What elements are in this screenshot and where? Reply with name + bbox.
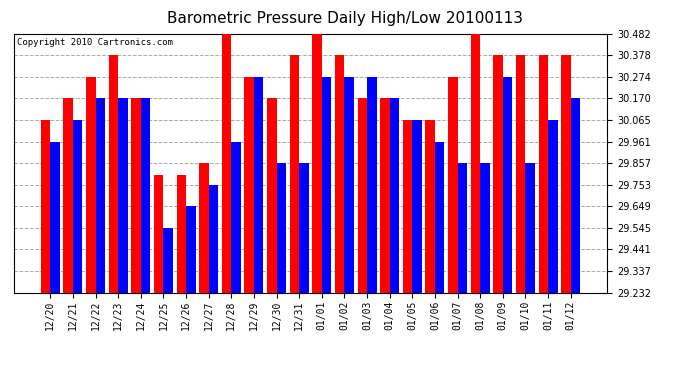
Bar [95, 98, 105, 292]
Bar [154, 175, 164, 292]
Bar [177, 175, 186, 292]
Bar [516, 55, 526, 292]
Bar [548, 120, 558, 292]
Bar [63, 98, 73, 292]
Bar [254, 77, 264, 292]
Text: Copyright 2010 Cartronics.com: Copyright 2010 Cartronics.com [17, 38, 172, 46]
Bar [571, 98, 580, 292]
Bar [435, 142, 444, 292]
Bar [86, 77, 95, 292]
Bar [357, 98, 367, 292]
Bar [322, 77, 331, 292]
Bar [413, 120, 422, 292]
Bar [186, 206, 195, 292]
Bar [118, 98, 128, 292]
Bar [277, 163, 286, 292]
Bar [526, 163, 535, 292]
Bar [335, 55, 344, 292]
Bar [480, 163, 490, 292]
Bar [131, 98, 141, 292]
Text: Barometric Pressure Daily High/Low 20100113: Barometric Pressure Daily High/Low 20100… [167, 11, 523, 26]
Bar [457, 163, 467, 292]
Bar [108, 55, 118, 292]
Bar [290, 55, 299, 292]
Bar [299, 163, 308, 292]
Bar [403, 120, 413, 292]
Bar [426, 120, 435, 292]
Bar [471, 34, 480, 292]
Bar [561, 55, 571, 292]
Bar [244, 77, 254, 292]
Bar [199, 163, 208, 292]
Bar [73, 120, 82, 292]
Bar [367, 77, 377, 292]
Bar [493, 55, 503, 292]
Bar [503, 77, 513, 292]
Bar [344, 77, 354, 292]
Bar [448, 77, 457, 292]
Bar [164, 228, 173, 292]
Bar [380, 98, 390, 292]
Bar [390, 98, 400, 292]
Bar [141, 98, 150, 292]
Bar [539, 55, 548, 292]
Bar [41, 120, 50, 292]
Bar [208, 184, 218, 292]
Bar [231, 142, 241, 292]
Bar [267, 98, 277, 292]
Bar [50, 142, 60, 292]
Bar [221, 34, 231, 292]
Bar [313, 34, 322, 292]
